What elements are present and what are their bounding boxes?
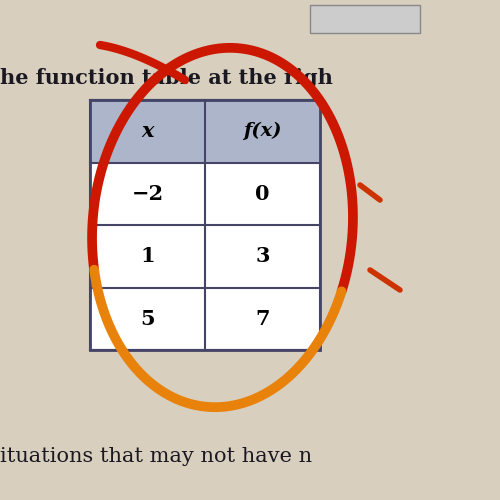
Text: x: x [142, 121, 154, 141]
Text: f(x): f(x) [243, 122, 282, 141]
Text: 0: 0 [256, 184, 270, 204]
Text: ituations that may not have n: ituations that may not have n [0, 446, 312, 466]
Text: −2: −2 [132, 184, 164, 204]
FancyBboxPatch shape [310, 5, 420, 32]
Text: 3: 3 [256, 246, 270, 266]
Text: he function table at the righ: he function table at the righ [0, 68, 333, 87]
FancyBboxPatch shape [90, 100, 320, 350]
FancyBboxPatch shape [90, 100, 320, 162]
Text: 7: 7 [256, 308, 270, 329]
Text: 1: 1 [140, 246, 155, 266]
Bar [90, 100, 320, 350]
Text: 5: 5 [140, 308, 155, 329]
